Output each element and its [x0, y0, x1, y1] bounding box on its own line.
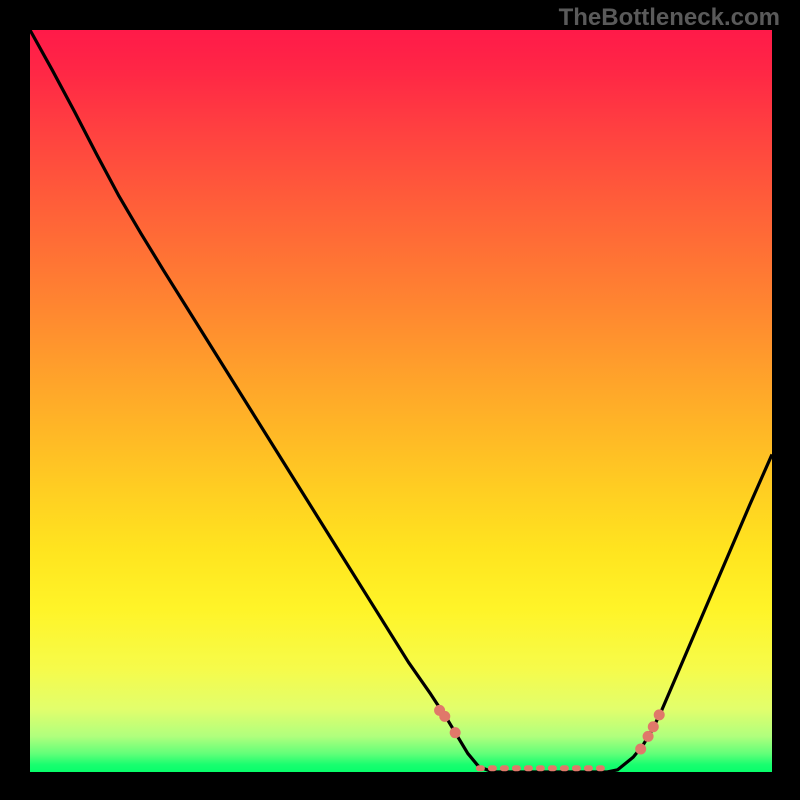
plot-background	[30, 30, 772, 772]
marker-point	[643, 731, 653, 741]
marker-point	[440, 711, 450, 721]
chart-svg	[0, 0, 800, 800]
marker-point	[636, 744, 646, 754]
marker-point	[654, 710, 664, 720]
watermark-text: TheBottleneck.com	[559, 4, 780, 32]
marker-point	[648, 722, 658, 732]
marker-point	[450, 728, 460, 738]
chart-container: TheBottleneck.com	[0, 0, 800, 800]
